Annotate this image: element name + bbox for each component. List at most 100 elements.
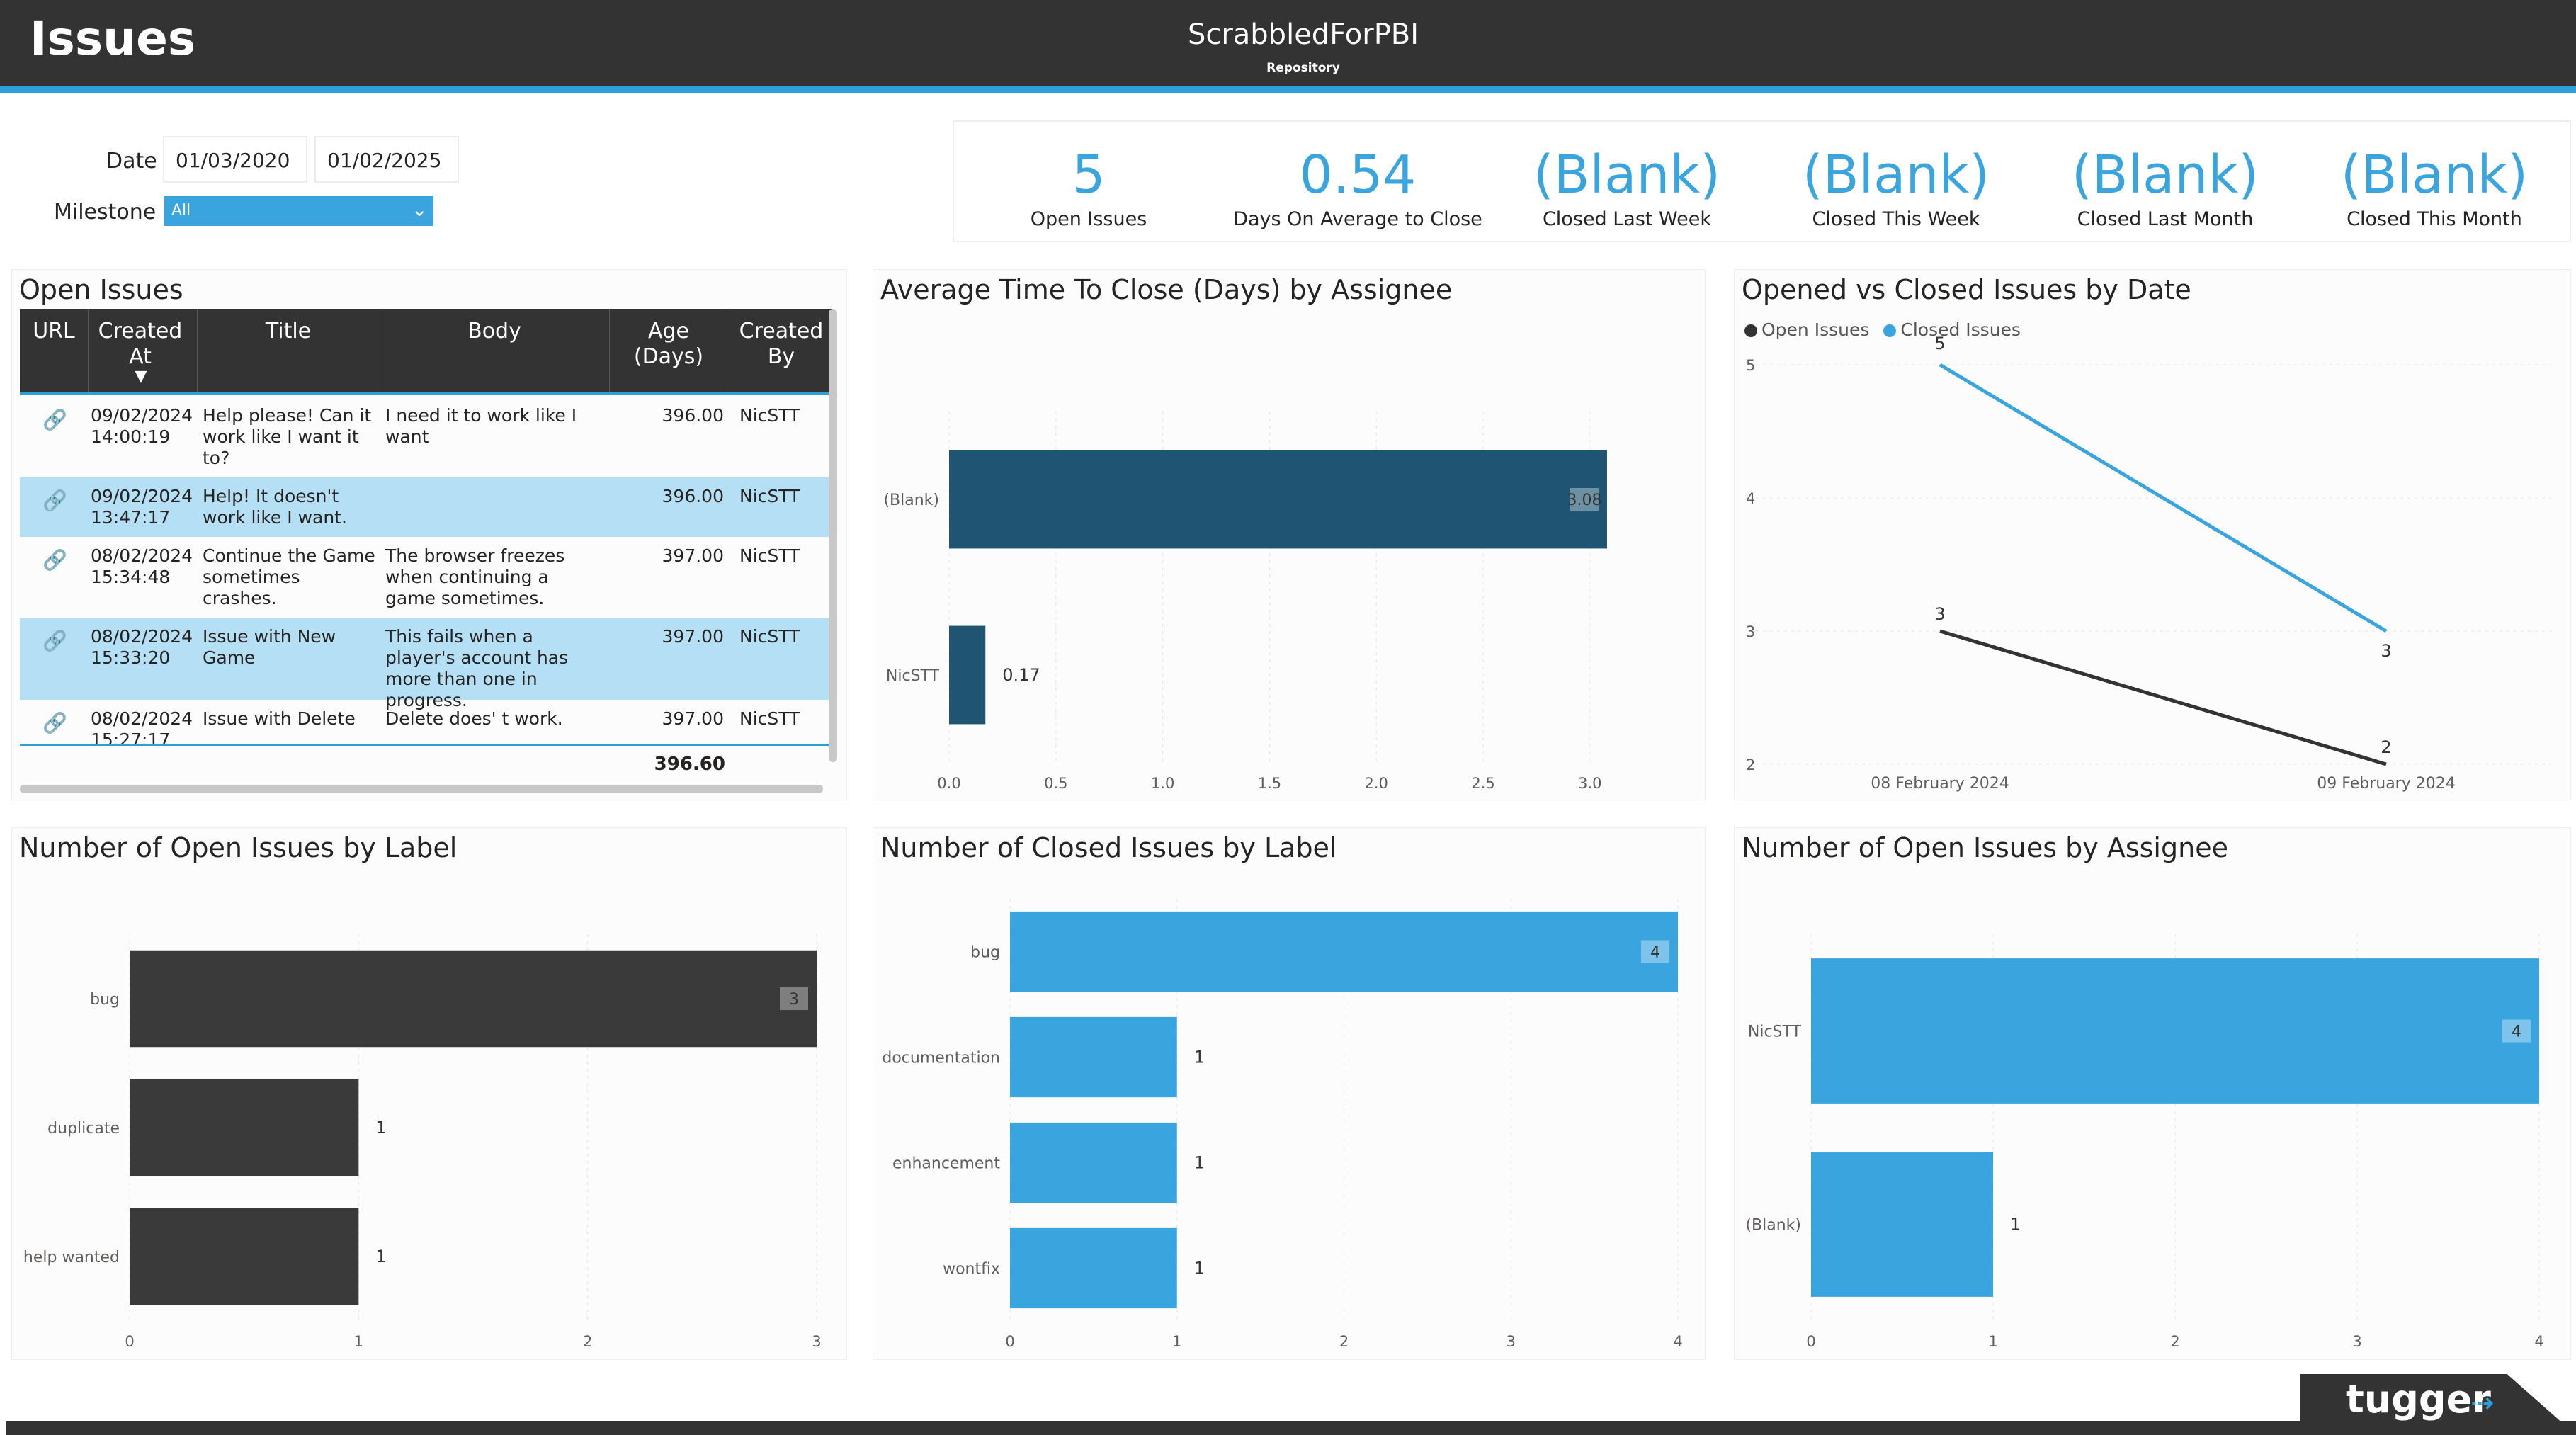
column-header-title[interactable]: Title [265, 319, 312, 344]
cell-created-by: NicSTT [739, 545, 800, 566]
milestone-selected-value: All [171, 202, 191, 220]
legend-marker-open [1744, 324, 1757, 337]
open-issues-by-assignee-svg: 0 1 2 3 4 NicSTT 4 (Blank) 1 [1745, 934, 2544, 1350]
chart-title: Opened vs Closed Issues by Date [1742, 274, 2191, 305]
kpi-label-open-issues: Open Issues [1030, 208, 1147, 230]
data-label: 0.17 [1002, 665, 1040, 685]
open-issues-by-label-chart: Number of Open Issues by Label 0 1 2 3 bug 3 d… [11, 827, 847, 1360]
y-category-label: help wanted [23, 1249, 120, 1266]
bar [949, 625, 986, 725]
chart-title: Average Time To Close (Days) by Assignee [880, 274, 1453, 305]
date-to-input[interactable]: 01/02/2025 [314, 136, 459, 183]
header-bar [0, 0, 2576, 86]
data-label: 3 [1934, 604, 1945, 624]
y-category-label: bug [970, 944, 1000, 962]
kpi-label-closed-this-week: Closed This Week [1812, 208, 1980, 230]
y-category-label: enhancement [892, 1155, 1000, 1173]
tugger-logo: tugger [2346, 1377, 2491, 1422]
column-header-body[interactable]: Body [467, 319, 521, 344]
x-tick-label: 0 [1005, 1333, 1014, 1350]
table-horizontal-scrollbar[interactable] [20, 785, 823, 793]
milestone-dropdown[interactable]: All ⌄ [164, 196, 433, 226]
data-label: 1 [2010, 1215, 2021, 1235]
closed-issues-by-label-svg: 0 1 2 3 4 bug 4 documentation 1 enhancement 1 wontf… [882, 899, 1683, 1350]
table-row[interactable]: 🔗 08/02/2024 15:27:17 Issue with Delete … [20, 700, 832, 744]
link-icon[interactable]: 🔗 [42, 408, 67, 431]
cell-body: This fails when a player's account has m… [385, 626, 569, 710]
x-tick-label: 4 [2534, 1333, 2543, 1350]
kpi-value-closed-last-week: (Blank) [1533, 144, 1721, 205]
avg-time-to-close-svg: 0.0 0.5 1.0 1.5 2.0 2.5 3.0 (Blank) 3.08 NicSTT 0.… [883, 412, 1607, 792]
legend-label-open[interactable]: Open Issues [1761, 319, 1870, 340]
legend-label-closed[interactable]: Closed Issues [1900, 319, 2021, 340]
data-label: 1 [1194, 1259, 1205, 1278]
opened-vs-closed-chart: Opened vs Closed Issues by Date Open Iss… [1734, 269, 2571, 800]
cell-body: Delete does' t work. [385, 708, 563, 729]
y-category-label: bug [90, 991, 120, 1009]
y-tick-label: 2 [1746, 756, 1755, 773]
data-label-bg [780, 987, 808, 1010]
bar [1010, 1227, 1177, 1309]
kpi-value-closed-last-month: (Blank) [2071, 144, 2259, 205]
bar [949, 450, 1607, 549]
y-tick-label: 4 [1746, 490, 1755, 507]
chart-title: Number of Closed Issues by Label [880, 832, 1337, 863]
table-row[interactable]: 🔗 08/02/2024 15:34:48 Continue the Game … [20, 537, 832, 618]
column-header-created-at[interactable]: Created At [98, 319, 183, 369]
page-title: Issues [30, 11, 196, 66]
table-row[interactable]: 🔗 08/02/2024 15:33:20 Issue with New Gam… [20, 618, 832, 710]
avg-time-to-close-chart: Average Time To Close (Days) by Assignee… [873, 269, 1706, 800]
logo-arrow-icon: ⇢ [2470, 1387, 2495, 1419]
x-tick-label: 1 [1172, 1333, 1181, 1350]
cell-created-by: NicSTT [739, 626, 800, 647]
link-icon[interactable]: 🔗 [42, 548, 67, 572]
cell-created-by: NicSTT [739, 486, 800, 506]
table-row[interactable]: 🔗 09/02/2024 13:47:17 Help! It doesn't w… [20, 477, 832, 537]
link-icon[interactable]: 🔗 [42, 629, 67, 652]
data-label: 1 [1194, 1048, 1205, 1067]
table-row[interactable]: 🔗 09/02/2024 14:00:19 Help please! Can i… [20, 397, 832, 477]
kpi-label-days-avg-close: Days On Average to Close [1233, 208, 1482, 230]
data-label: 3 [2381, 641, 2391, 661]
cell-title: Help please! Can it work like I want it … [203, 405, 372, 468]
cell-title: Help! It doesn't work like I want. [203, 486, 347, 528]
footer-bar [6, 1421, 2576, 1435]
x-tick-label: 2 [583, 1333, 592, 1350]
cell-created-at: 09/02/2024 13:47:17 [91, 486, 193, 528]
data-label: 1 [1194, 1153, 1205, 1173]
table-vertical-scrollbar[interactable] [829, 309, 837, 762]
column-header-created-by[interactable]: Created By [739, 319, 824, 369]
bar [130, 1079, 359, 1176]
cell-age: 397.00 [662, 626, 724, 647]
kpi-value-closed-this-week: (Blank) [1802, 144, 1990, 205]
table-header: URL Created At ▼ Title Body Age (Days) C… [20, 309, 832, 394]
link-icon[interactable]: 🔗 [42, 711, 67, 734]
bar [130, 950, 817, 1048]
cell-created-by: NicSTT [739, 405, 800, 426]
x-tick-label: 2.0 [1365, 775, 1388, 792]
date-from-input[interactable]: 01/03/2020 [163, 136, 307, 183]
y-tick-label: 3 [1746, 623, 1755, 640]
app-subtitle: Repository [1266, 61, 1340, 75]
x-tick-label: 09 February 2024 [2317, 775, 2455, 793]
data-label: 3 [789, 991, 799, 1009]
y-category-label: NicSTT [886, 667, 940, 685]
column-header-url[interactable]: URL [33, 319, 75, 344]
bar [1010, 1122, 1177, 1203]
data-label: 4 [2512, 1023, 2521, 1041]
link-icon[interactable]: 🔗 [42, 489, 67, 512]
cell-age: 396.00 [662, 486, 724, 506]
x-tick-label: 3 [1507, 1333, 1516, 1350]
cell-created-at: 08/02/2024 15:33:20 [91, 626, 193, 668]
closed-issues-by-label-chart: Number of Closed Issues by Label 0 1 2 3 4 bu… [873, 827, 1706, 1360]
y-category-label: (Blank) [1745, 1217, 1801, 1235]
x-tick-label: 3 [2352, 1333, 2361, 1350]
column-header-age[interactable]: Age (Days) [633, 319, 704, 369]
y-category-label: NicSTT [1748, 1023, 1802, 1041]
kpi-label-closed-last-month: Closed Last Month [2077, 208, 2254, 230]
data-label: 5 [1934, 334, 1945, 353]
sort-down-icon[interactable]: ▼ [135, 368, 147, 385]
cell-created-at: 08/02/2024 15:27:17 [91, 708, 193, 744]
cell-body: The browser freezes when continuing a ga… [385, 545, 565, 608]
x-tick-label: 3.0 [1578, 775, 1601, 792]
